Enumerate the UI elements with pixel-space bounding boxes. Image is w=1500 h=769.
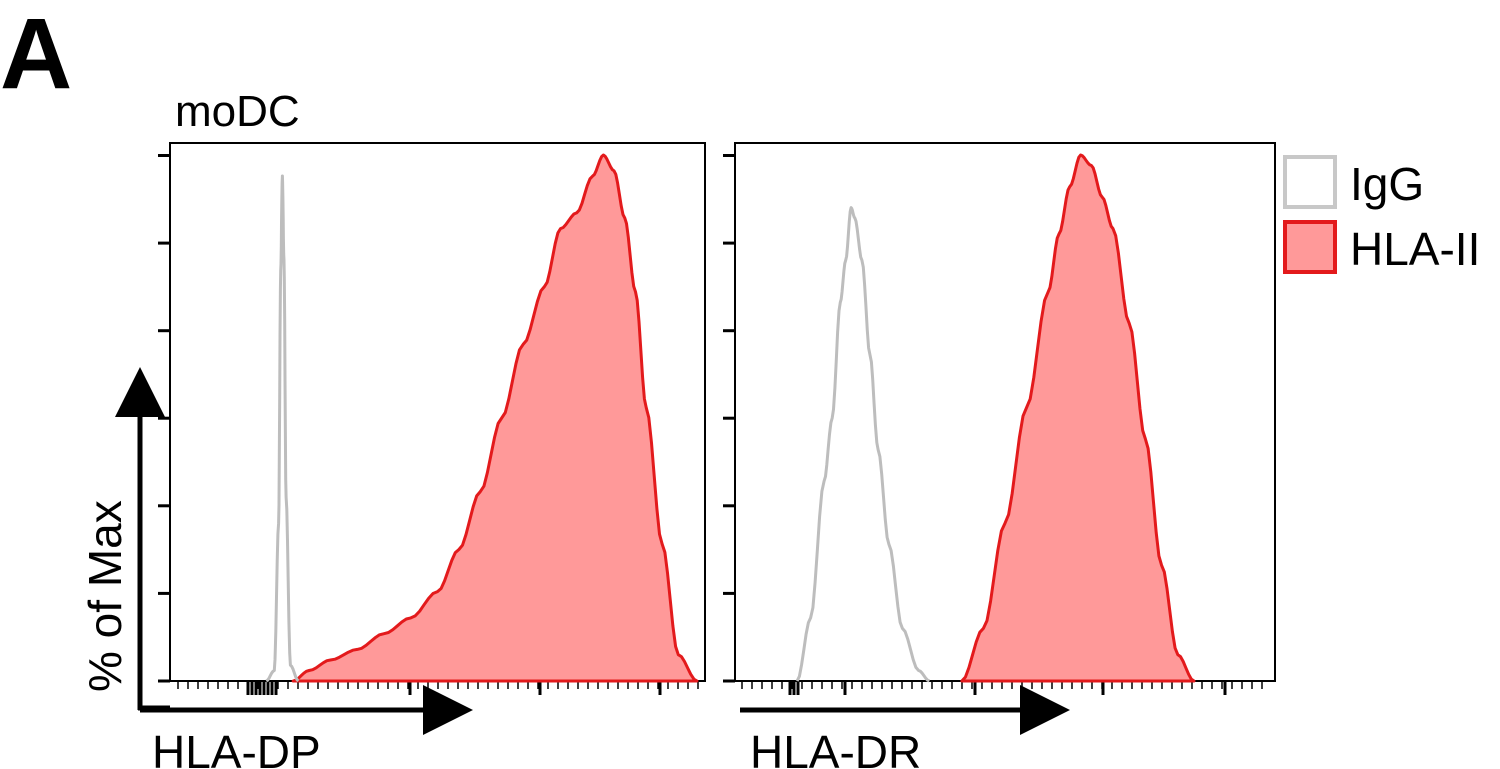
x-ticks xyxy=(177,681,699,695)
hla-ii-histogram xyxy=(291,153,699,683)
igg-histogram xyxy=(795,206,931,683)
legend-swatch-hla-ii xyxy=(1283,220,1337,274)
legend-label-hla-ii: HLA-II xyxy=(1350,223,1480,275)
igg-histogram xyxy=(265,174,300,683)
legend: IgG HLA-II xyxy=(1283,155,1480,275)
histogram-panel-hla-dr xyxy=(723,142,1276,695)
y-ticks xyxy=(723,154,735,683)
histogram-panel-hla-dp xyxy=(158,142,706,695)
legend-swatch-igg xyxy=(1283,155,1337,209)
y-axis-label: % of Max xyxy=(79,500,131,692)
x-axis-label-hla-dp: HLA-DP xyxy=(152,726,321,769)
x-axis-label-hla-dr: HLA-DR xyxy=(750,726,921,769)
legend-label-igg: IgG xyxy=(1350,158,1424,210)
y-ticks xyxy=(158,154,170,683)
x-ticks xyxy=(741,681,1263,695)
panel-label: A xyxy=(0,0,72,110)
hla-ii-histogram xyxy=(960,153,1196,683)
cell-type-label: moDC xyxy=(175,87,300,136)
